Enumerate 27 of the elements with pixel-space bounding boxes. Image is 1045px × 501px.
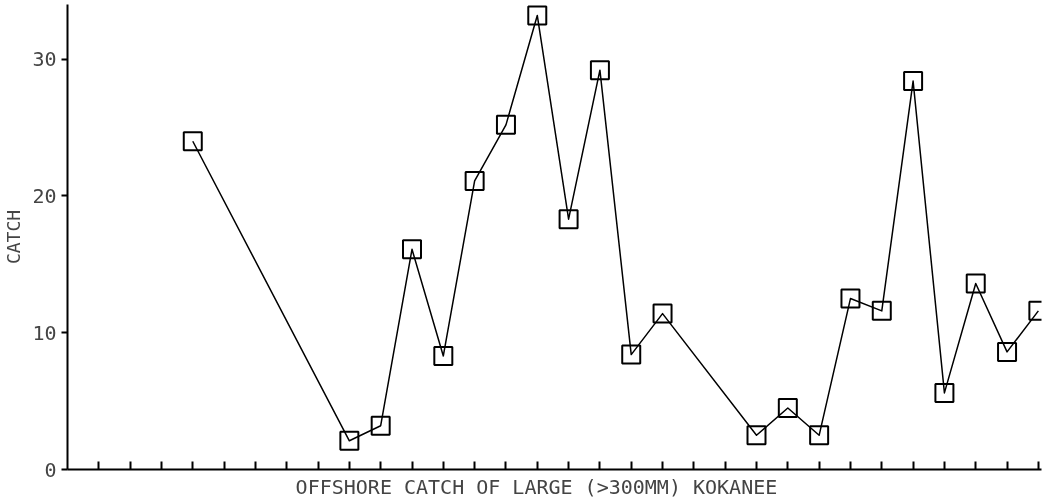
point	[495, 114, 516, 135]
y-tick-label: 10	[32, 320, 57, 345]
point	[934, 382, 955, 403]
point	[903, 71, 924, 92]
point	[652, 303, 673, 324]
y-tick-label: 0	[44, 457, 57, 482]
x-axis-title: OFFSHORE CATCH OF LARGE (>300MM) KOKANEE	[295, 474, 778, 499]
point	[840, 288, 861, 309]
point	[871, 300, 892, 321]
point	[777, 397, 798, 418]
y-tick-label: 20	[32, 183, 57, 208]
point	[746, 425, 767, 446]
point	[402, 239, 422, 260]
point	[589, 60, 610, 81]
point	[464, 170, 485, 191]
point	[965, 273, 986, 294]
point	[339, 430, 360, 451]
point	[182, 131, 203, 152]
y-axis-title: CATCH	[3, 209, 25, 265]
point	[527, 5, 548, 26]
point	[558, 209, 579, 230]
point	[809, 425, 830, 446]
point	[370, 415, 391, 436]
point	[997, 341, 1018, 362]
point	[433, 345, 454, 366]
point	[621, 344, 642, 365]
y-tick-label: 30	[32, 47, 57, 72]
